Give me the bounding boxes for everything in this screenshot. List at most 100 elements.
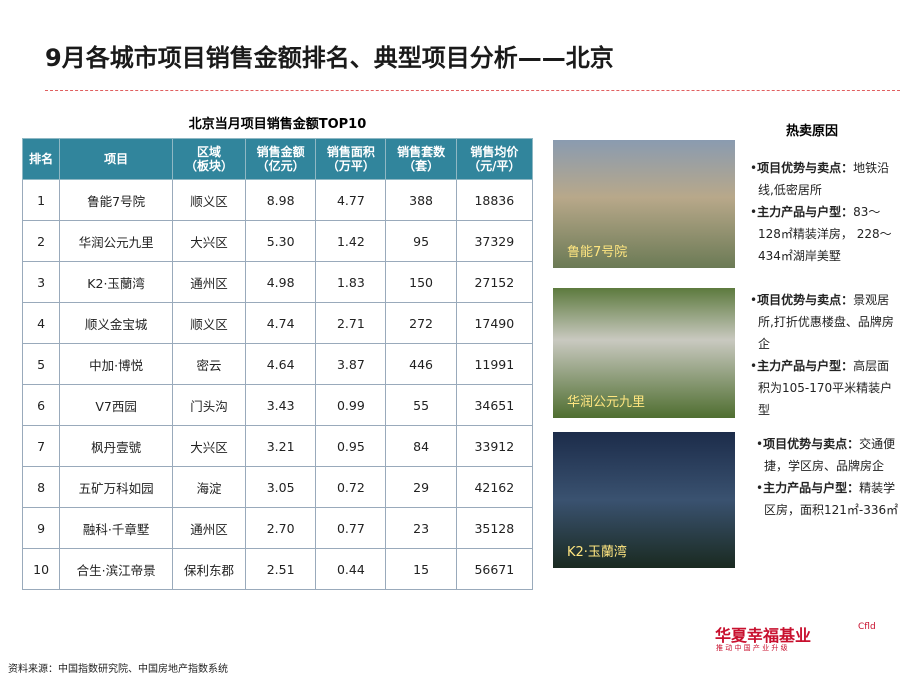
point-text: 地铁沿线,低密居所 [758,161,890,197]
reason-point: 主力产品与户型：精装学区房，面积121㎡-336㎡ [756,477,906,521]
reason-block: 项目优势与卖点：交通便捷，学区房、品牌房企主力产品与户型：精装学区房，面积121… [756,433,906,521]
cell: 37329 [455,220,534,262]
cell: 密云 [172,343,247,385]
point-text: 精装学区房，面积121㎡-336㎡ [764,481,899,517]
cell: 通州区 [172,507,247,549]
point-text: 交通便捷，学区房、品牌房企 [764,437,896,473]
cell: 3 [21,261,61,303]
column-header: 销售金额 （亿元） [245,138,317,180]
cell: 顺义区 [172,302,247,344]
column-header: 销售面积 （万平） [315,138,387,180]
project-image: K2·玉蘭湾 [553,432,735,568]
point-text: 83～128㎡精装洋房， 228～434㎡湖岸美墅 [758,205,892,263]
reason-block: 项目优势与卖点：地铁沿线,低密居所主力产品与户型：83～128㎡精装洋房， 22… [750,157,900,267]
cell: 4.64 [245,343,317,385]
image-label: 华润公元九里 [567,395,646,410]
cell: V7西园 [59,384,174,426]
cell: 55 [385,384,457,426]
cell: 5.30 [245,220,317,262]
project-image: 华润公元九里 [553,288,735,418]
cell: 11991 [455,343,534,385]
cell: 0.95 [315,425,387,467]
column-header: 区域 （板块） [172,138,247,180]
project-image: 鲁能7号院 [553,140,735,268]
cell: 388 [385,179,457,221]
cell: 9 [21,507,61,549]
cell: 1 [21,179,61,221]
column-header: 排名 [21,138,61,180]
table-title: 北京当月项目销售金额TOP10 [188,117,367,132]
cell: 通州区 [172,261,247,303]
cell: 7 [21,425,61,467]
column-header: 销售均价 （元/平） [455,138,534,180]
cell: 顺义金宝城 [59,302,174,344]
reason-point: 主力产品与户型：83～128㎡精装洋房， 228～434㎡湖岸美墅 [750,201,900,267]
image-label: K2·玉蘭湾 [567,545,627,560]
cell: 大兴区 [172,220,247,262]
cell: 鲁能7号院 [59,179,174,221]
cell: 8.98 [245,179,317,221]
cell: 中加·博悦 [59,343,174,385]
reason-point: 项目优势与卖点：景观居所,打折优惠楼盘、品牌房企 [750,289,900,355]
point-label: 项目优势与卖点： [757,293,854,307]
cell: 2.70 [245,507,317,549]
cell: 446 [385,343,457,385]
cell: K2·玉蘭湾 [59,261,174,303]
point-text: 高层面积为105-170平米精装户型 [758,359,893,417]
cell: 0.77 [315,507,387,549]
cell: 34651 [455,384,534,426]
cell: 84 [385,425,457,467]
cell: 6 [21,384,61,426]
cell: 大兴区 [172,425,247,467]
table-row: 9 融科·千章墅 通州区 2.70 0.77 23 35128 [21,507,534,549]
cell: 29 [385,466,457,508]
cell: 五矿万科如园 [59,466,174,508]
cell: 0.44 [315,548,387,590]
cell: 0.99 [315,384,387,426]
cell: 顺义区 [172,179,247,221]
point-label: 主力产品与户型： [763,481,860,495]
table-row: 2 华润公元九里 大兴区 5.30 1.42 95 37329 [21,220,534,262]
cell: 3.87 [315,343,387,385]
reason-point: 主力产品与户型：高层面积为105-170平米精装户型 [750,355,900,421]
point-label: 主力产品与户型： [757,205,854,219]
reason-point: 项目优势与卖点：地铁沿线,低密居所 [750,157,900,201]
table-row: 7 枫丹壹號 大兴区 3.21 0.95 84 33912 [21,425,534,467]
cell: 4.77 [315,179,387,221]
title: 9月各城市项目销售金额排名、典型项目分析——北京 [45,44,614,72]
cell: 10 [21,548,61,590]
divider [45,90,900,91]
point-text: 景观居所,打折优惠楼盘、品牌房企 [758,293,894,351]
logo: 华夏幸福基业 [715,626,812,645]
column-header: 销售套数 （套） [385,138,457,180]
cell: 8 [21,466,61,508]
cell: 2.51 [245,548,317,590]
cell: 门头沟 [172,384,247,426]
cell: 2.71 [315,302,387,344]
reason-point: 项目优势与卖点：交通便捷，学区房、品牌房企 [756,433,906,477]
point-label: 项目优势与卖点： [763,437,860,451]
cell: 0.72 [315,466,387,508]
table-row: 4 顺义金宝城 顺义区 4.74 2.71 272 17490 [21,302,534,344]
image-label: 鲁能7号院 [567,245,628,260]
cell: 23 [385,507,457,549]
reason-block: 项目优势与卖点：景观居所,打折优惠楼盘、品牌房企主力产品与户型：高层面积为105… [750,289,900,421]
table-row: 1 鲁能7号院 顺义区 8.98 4.77 388 18836 [21,179,534,221]
point-label: 项目优势与卖点： [757,161,854,175]
source: 资料来源：中国指数研究院、中国房地产指数系统 [8,664,228,675]
cell: 3.05 [245,466,317,508]
cell: 4 [21,302,61,344]
table-row: 10 合生·滨江帝景 保利东郡 2.51 0.44 15 56671 [21,548,534,590]
point-label: 主力产品与户型： [757,359,854,373]
cell: 272 [385,302,457,344]
cell: 枫丹壹號 [59,425,174,467]
cell: 42162 [455,466,534,508]
cell: 1.83 [315,261,387,303]
cell: 融科·千章墅 [59,507,174,549]
column-header: 项目 [59,138,174,180]
ranking-table: 排名 项目 区域 （板块） 销售金额 （亿元） 销售面积 （万平） 销售套数 （套） 销售均… [21,138,534,590]
table-row: 8 五矿万科如园 海淀 3.05 0.72 29 42162 [21,466,534,508]
cell: 33912 [455,425,534,467]
cell: 5 [21,343,61,385]
